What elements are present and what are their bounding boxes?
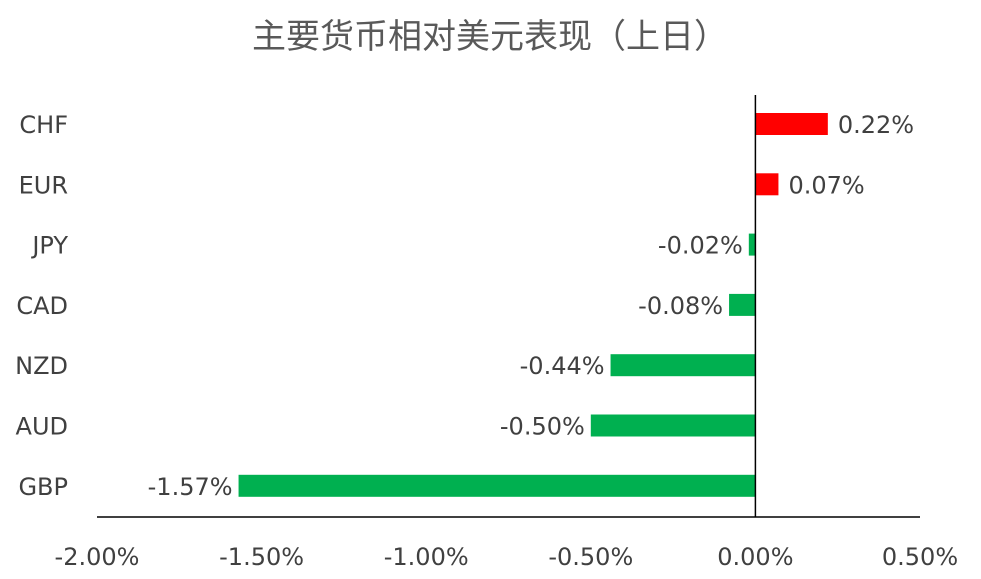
data-label-chf: 0.22% [838,111,914,139]
bar-aud [590,414,756,437]
data-label-gbp: -1.57% [148,473,233,501]
chart-title: 主要货币相对美元表现（上日） [252,17,728,57]
bar-gbp [238,474,756,497]
data-label-aud: -0.50% [500,413,585,441]
bar-cad [729,293,756,316]
category-label-jpy: JPY [30,232,68,260]
data-label-nzd: -0.44% [520,352,605,380]
x-axis-ticks-layer: -2.00% -1.50% -1.00% -0.50% 0.00% 0.50% [55,543,959,571]
category-label-aud: AUD [16,413,68,441]
category-label-cad: CAD [16,292,68,320]
x-tick-label: 0.50% [882,543,958,571]
data-labels-layer: 0.22% 0.07% -0.02% -0.08% -0.44% -0.50% -1.57% [148,111,914,501]
category-label-nzd: NZD [15,352,68,380]
bar-nzd [610,354,756,377]
data-label-jpy: -0.02% [658,232,743,260]
bar-eur [755,173,779,196]
bars-layer [238,113,828,497]
x-tick-label: -1.00% [384,543,469,571]
bar-jpy [748,233,756,256]
x-tick-label: -1.50% [219,543,304,571]
x-tick-label: 0.00% [717,543,793,571]
category-label-eur: EUR [19,171,68,199]
category-label-gbp: GBP [18,473,68,501]
data-label-cad: -0.08% [638,292,723,320]
x-tick-label: -2.00% [55,543,140,571]
bar-chf [755,113,828,135]
data-label-eur: 0.07% [788,171,864,199]
category-labels-layer: CHF EUR JPY CAD NZD AUD GBP [15,111,68,501]
category-label-chf: CHF [19,111,68,139]
x-tick-label: -0.50% [548,543,633,571]
